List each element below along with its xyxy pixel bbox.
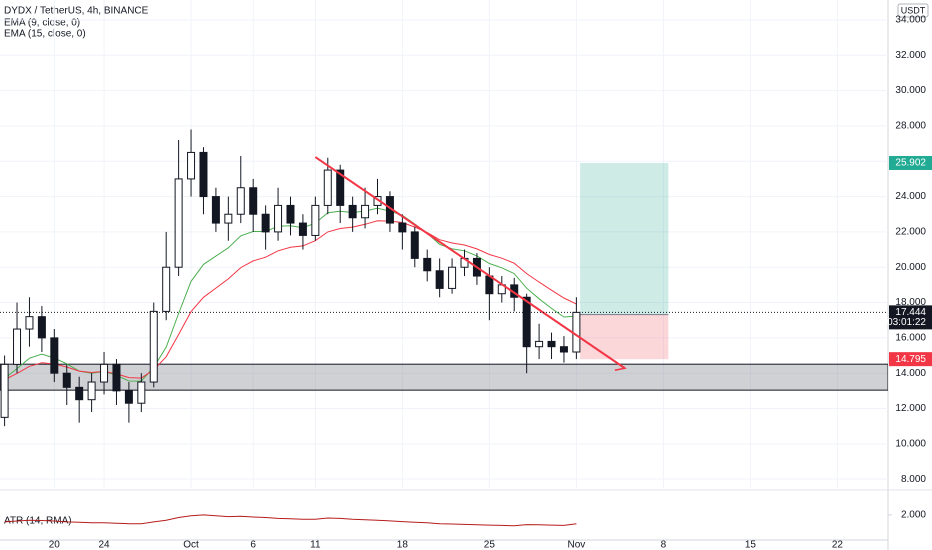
candle-body: [149, 310, 158, 383]
candle-body: [187, 151, 196, 180]
countdown: 03:01:22: [887, 317, 926, 328]
candle-body: [199, 151, 208, 198]
y-tick-label: 12.000: [895, 403, 926, 414]
x-tick-label: 24: [98, 540, 110, 550]
legend-atr: ATR (14, RMA): [4, 516, 72, 527]
candle-body: [311, 204, 320, 236]
candle-body: [50, 337, 59, 374]
y-tick-label: 24.000: [895, 191, 926, 202]
candle-body: [559, 346, 568, 353]
last-price: 17.444: [895, 307, 926, 318]
candle-body: [236, 187, 245, 215]
candle-body: [0, 363, 9, 418]
trendline-arrow: [614, 361, 627, 371]
legend-ema9: EMA (9, close, 0): [4, 18, 80, 29]
candle-body: [398, 222, 407, 233]
last-price-bg: [889, 305, 932, 330]
candle-body: [522, 296, 531, 348]
candle-body: [162, 266, 171, 312]
y-tick-label: 20.000: [895, 262, 926, 273]
target-badge-bg: [889, 155, 932, 170]
candle-body: [485, 275, 494, 295]
y-tick-label: 16.000: [895, 333, 926, 344]
y-tick-label: 14.000: [895, 368, 926, 379]
candle-body: [348, 204, 357, 219]
x-tick-label: 15: [745, 540, 757, 550]
candle-body: [547, 340, 556, 348]
candle-body: [249, 187, 258, 215]
y-tick-label: 34.000: [895, 15, 926, 26]
candle-body: [286, 204, 295, 224]
stop-badge-bg: [889, 352, 932, 367]
candle-body: [112, 363, 121, 392]
candle-body: [25, 316, 34, 330]
x-tick-label: Oct: [183, 540, 199, 550]
main-pane: [0, 0, 888, 488]
target-zone: [580, 162, 669, 315]
x-tick-label: 6: [250, 540, 256, 550]
candle-body: [323, 169, 332, 206]
candle-body: [336, 169, 345, 206]
y-tick-label: 28.000: [895, 121, 926, 132]
legend-ema15: EMA (15, close, 0): [4, 29, 86, 40]
candle-body: [62, 372, 71, 388]
x-tick-label: Nov: [567, 540, 585, 550]
y2-tick-label: 2.000: [901, 510, 926, 521]
y-tick-label: 32.000: [895, 50, 926, 61]
candle-body: [137, 381, 146, 404]
candle-body: [224, 213, 233, 224]
candle-body: [174, 178, 183, 268]
candle-body: [361, 204, 370, 219]
x-tick-label: 22: [832, 540, 844, 550]
candle-body: [572, 311, 581, 353]
target-badge: 25.902: [895, 158, 926, 169]
currency-box[interactable]: [897, 3, 929, 18]
candle-body: [435, 270, 444, 289]
chart-title: DYDX / TetherUS, 4h, BINANCE: [4, 6, 149, 17]
x-tick-label: 8: [661, 540, 667, 550]
candle-body: [535, 340, 544, 348]
ema-line: [4, 220, 577, 381]
candle-body: [211, 196, 220, 224]
y-tick-label: 10.000: [895, 438, 926, 449]
x-tick-label: 20: [49, 540, 61, 550]
stop-badge: 14.795: [895, 354, 926, 365]
candle-body: [87, 381, 96, 401]
candle-body: [261, 213, 270, 233]
candle-body: [100, 363, 109, 383]
atr-line: [4, 514, 577, 527]
candle-body: [423, 257, 432, 272]
y-tick-label: 18.000: [895, 297, 926, 308]
y-tick-label: 22.000: [895, 227, 926, 238]
candle-body: [13, 328, 22, 365]
stop-zone: [580, 314, 669, 360]
candle-body: [298, 222, 307, 236]
candle-body: [37, 316, 46, 339]
x-tick-label: 18: [397, 540, 409, 550]
candle-body: [448, 266, 457, 289]
y-tick-label: 30.000: [895, 85, 926, 96]
candle-body: [410, 231, 419, 259]
support-zone: [0, 363, 888, 391]
candle-body: [274, 204, 283, 233]
candle-body: [75, 386, 84, 401]
candle-body: [124, 390, 133, 404]
currency: USDT: [901, 5, 926, 15]
x-tick-label: 25: [484, 540, 496, 550]
y-tick-label: 8.000: [901, 474, 926, 485]
trendline: [314, 156, 626, 370]
x-tick-label: 11: [310, 540, 321, 550]
